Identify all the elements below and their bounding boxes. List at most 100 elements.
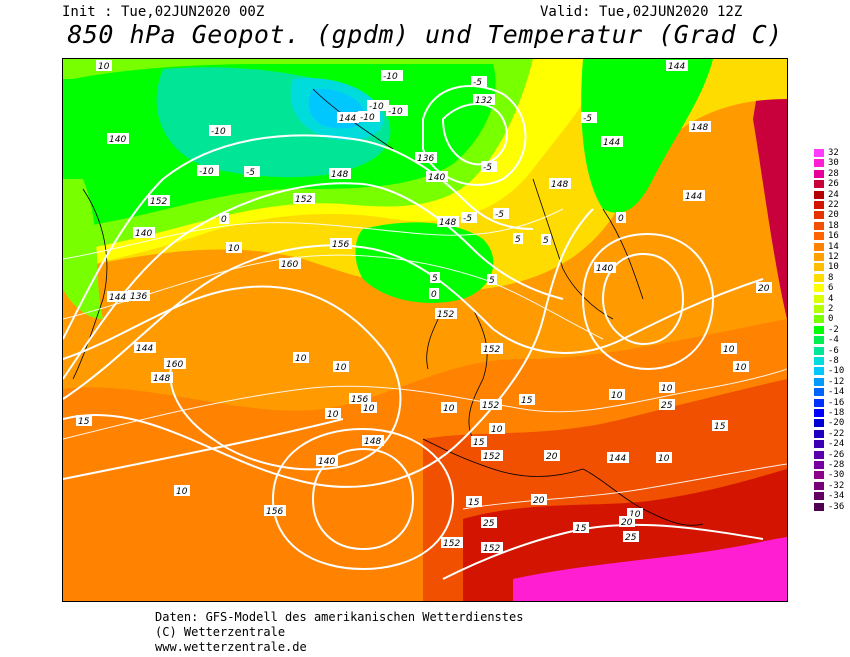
geopotential-label-bg: [264, 505, 286, 516]
temperature-label-bg: [244, 166, 260, 177]
temperature-label-bg: [656, 452, 672, 463]
temperature-band-minus2-baltic: [355, 222, 494, 303]
temperature-label-bg: [712, 420, 728, 431]
legend-swatch: [814, 398, 824, 407]
legend-swatch: [814, 419, 824, 428]
legend-label: 10: [828, 262, 839, 273]
temperature-label-bg: [461, 212, 477, 223]
temperature-label: 15: [473, 438, 485, 448]
geopotential-label-bg: [133, 227, 155, 238]
geopotential-label: 144: [685, 192, 702, 202]
temperature-label-bg: [174, 485, 190, 496]
temperature-label: -5: [473, 78, 482, 88]
init-time-label: Init : Tue,02JUN2020 00Z: [62, 4, 265, 20]
temperature-label-bg: [325, 408, 341, 419]
legend-swatch: [814, 409, 824, 417]
legend-label: 2: [828, 304, 834, 314]
temperature-label-bg: [541, 234, 551, 245]
geopotential-label: 144: [136, 344, 153, 354]
temperature-label: 10: [629, 510, 641, 520]
geopotential-label-bg: [128, 290, 150, 301]
geopotential-label-bg: [601, 136, 623, 147]
geopotential-label-bg: [279, 258, 301, 269]
temperature-label: 5: [515, 235, 521, 245]
temperature-label: 5: [432, 274, 438, 284]
temperature-label: 5: [543, 236, 549, 246]
legend-swatch: [814, 388, 824, 397]
temperature-label-bg: [513, 233, 523, 244]
temperature-label: 20: [621, 518, 633, 528]
geopotential-label: 144: [339, 114, 356, 124]
temperature-label: 20: [546, 452, 558, 462]
footer-data-source: Daten: GFS-Modell des amerikanischen Wet…: [155, 610, 524, 624]
legend-label: -34: [828, 491, 845, 502]
geopotential-label-bg: [549, 178, 571, 189]
geopotential-label: 160: [281, 260, 298, 270]
temperature-label-bg: [619, 516, 635, 527]
temperature-label-bg: [96, 60, 112, 71]
legend-label: 6: [828, 283, 834, 294]
legend-swatch: [814, 232, 824, 241]
geopotential-label-bg: [151, 372, 173, 383]
footer-copyright: (C) Wetterzentrale: [155, 625, 286, 639]
geopotential-label-bg: [316, 455, 338, 466]
legend-swatch: [814, 481, 824, 490]
temperature-label-bg: [333, 361, 349, 372]
legend-swatch: [814, 315, 824, 324]
geopotential-label: 140: [109, 135, 126, 145]
coastline-iberia-med: [422, 438, 584, 477]
geopotential-label-bg: [164, 358, 186, 369]
geopotential-label: 152: [443, 539, 460, 549]
temperature-label-bg: [733, 361, 749, 372]
geopotential-label-bg: [666, 60, 688, 71]
geopotential-label-bg: [441, 537, 463, 548]
geopotential-label-bg: [689, 121, 711, 132]
temperature-label-bg: [481, 161, 497, 172]
temperature-label: -10: [211, 127, 226, 137]
legend-label: 30: [828, 158, 839, 169]
temperature-label-bg: [471, 436, 487, 447]
legend-swatch: [814, 180, 824, 189]
temperature-band-30: [513, 537, 787, 601]
temperature-band-minus2-north-east: [581, 59, 713, 213]
legend-swatch: [814, 367, 824, 376]
isohypse-144: [63, 134, 534, 340]
legend-label: 12: [828, 252, 839, 262]
legend-label: 32: [828, 148, 839, 158]
temperature-label-bg: [573, 522, 589, 533]
temperature-label: 20: [758, 284, 770, 294]
temperature-label-bg: [487, 274, 497, 285]
legend-swatch: [814, 211, 824, 220]
legend-label: 16: [828, 231, 839, 242]
legend-swatch: [814, 149, 824, 157]
legend-label: -8: [828, 356, 839, 366]
legend-swatch: [814, 429, 824, 438]
temperature-label: 15: [468, 498, 480, 508]
geopotential-isohypses: [63, 85, 764, 580]
temperature-label: 15: [78, 417, 90, 427]
legend-label: -4: [828, 335, 839, 346]
legend-label: -12: [828, 376, 845, 387]
isohypse-148: [63, 182, 564, 380]
geopotential-label-bg: [330, 238, 352, 249]
temperature-label-bg: [381, 70, 403, 81]
temperature-label-bg: [519, 394, 535, 405]
temperature-label: 10: [661, 384, 673, 394]
temperature-label-bg: [361, 402, 377, 413]
map-canvas: 160 160 156 156 156 152 152 152 152 152 152 152 152 1…: [63, 59, 787, 601]
geopotential-label-bg: [437, 216, 459, 227]
isotherm-0: [63, 208, 564, 260]
temperature-band-0-west: [63, 179, 103, 319]
geopotential-label: 140: [135, 229, 152, 239]
geopotential-label: 140: [318, 457, 335, 467]
temperature-label: 10: [735, 363, 747, 373]
isotherm-10: [63, 254, 604, 340]
isohypse-low-136: [422, 85, 527, 186]
temperature-label: 10: [176, 487, 188, 497]
legend-swatch: [814, 159, 824, 168]
geopotential-label-bg: [349, 393, 371, 404]
geopotential-label-bg: [134, 342, 156, 353]
temperature-label-bg: [471, 76, 487, 87]
geopotential-label: 148: [331, 170, 348, 180]
temperature-label-bg: [493, 208, 509, 219]
